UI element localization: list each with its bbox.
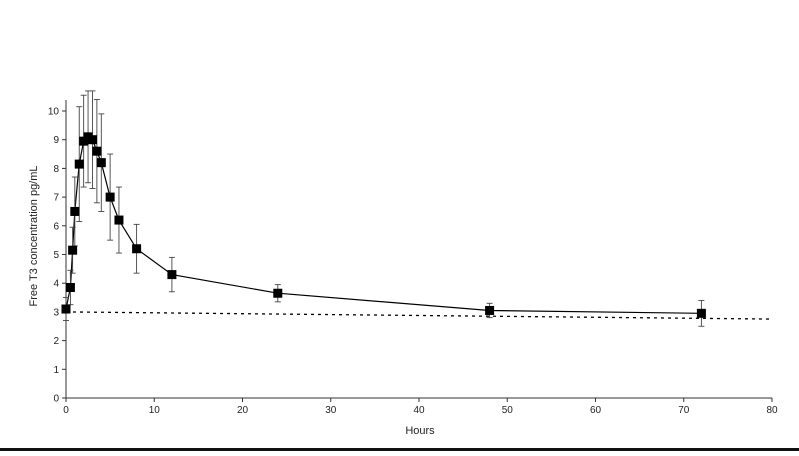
y-tick-label: 2 xyxy=(53,336,59,347)
y-tick-label: 5 xyxy=(53,250,59,261)
data-point-marker xyxy=(167,270,177,280)
x-tick-label: 70 xyxy=(678,405,690,416)
data-point-marker xyxy=(65,283,75,293)
baseline-dotted-line xyxy=(65,311,773,320)
data-point-marker xyxy=(696,308,706,318)
series xyxy=(61,90,706,327)
data-point-marker xyxy=(273,288,283,298)
x-tick-label: 0 xyxy=(63,405,69,416)
data-point-marker xyxy=(74,159,84,169)
x-tick-label: 20 xyxy=(237,405,249,416)
data-point-marker xyxy=(92,146,102,156)
bottom-divider xyxy=(0,448,799,451)
baseline-line xyxy=(65,311,773,320)
data-point-marker xyxy=(105,192,115,202)
series-line xyxy=(65,136,702,314)
data-point-marker xyxy=(70,206,80,216)
data-point-marker xyxy=(485,305,495,315)
data-point-marker xyxy=(96,158,106,168)
x-tick-label: 40 xyxy=(413,405,425,416)
y-tick-label: 6 xyxy=(53,221,59,232)
y-tick-label: 4 xyxy=(53,279,59,290)
x-tick-label: 30 xyxy=(325,405,337,416)
data-point-marker xyxy=(87,135,97,145)
axes: 0 1 2 3 4 5 6 7 8 9 10 0 10 20 30 40 50 60 70 80 xyxy=(48,100,778,416)
x-tick-label: 50 xyxy=(502,405,514,416)
data-point-marker xyxy=(114,215,124,225)
y-axis-label: Free T3 concentration pg/mL xyxy=(28,165,40,306)
x-tick-label: 60 xyxy=(590,405,602,416)
data-point-marker xyxy=(61,304,71,314)
y-tick-label: 3 xyxy=(53,307,59,318)
x-tick-label: 10 xyxy=(149,405,161,416)
data-point-marker xyxy=(132,244,142,254)
y-tick-label: 9 xyxy=(53,135,59,146)
y-tick-label: 10 xyxy=(48,107,60,118)
y-tick-label: 0 xyxy=(53,394,59,405)
y-tick-label: 1 xyxy=(53,365,59,376)
y-tick-label: 7 xyxy=(53,193,59,204)
data-point-marker xyxy=(68,245,78,255)
x-axis-label: Hours xyxy=(405,425,435,437)
y-tick-label: 8 xyxy=(53,164,59,175)
x-tick-label: 80 xyxy=(766,405,778,416)
